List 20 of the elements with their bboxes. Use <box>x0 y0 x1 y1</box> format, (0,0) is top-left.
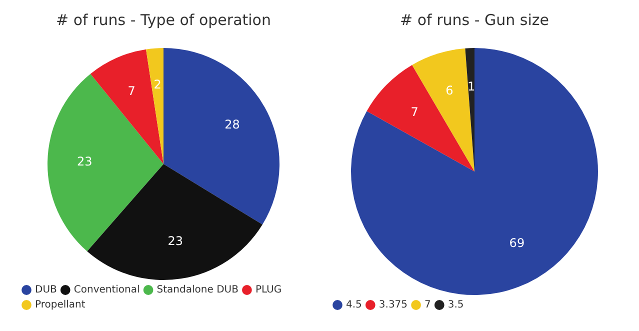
chart-title: # of runs - Type of operation <box>56 10 271 29</box>
legend-label: 3.5 <box>448 300 464 311</box>
data-label: 6 <box>446 83 454 98</box>
data-label: 23 <box>168 234 184 248</box>
chart-title: # of runs - Gun size <box>400 10 549 29</box>
data-label: 23 <box>76 154 92 169</box>
data-label: 7 <box>128 84 136 98</box>
legend-label: Propellant <box>35 300 86 311</box>
legend-label: DUB <box>35 284 58 296</box>
data-label: 69 <box>509 236 525 250</box>
legend-label: Standalone DUB <box>156 284 239 296</box>
legend-label: Conventional <box>74 284 140 296</box>
legend-label: 7 <box>424 300 431 311</box>
data-label: 1 <box>468 80 476 94</box>
data-label: 7 <box>410 104 418 119</box>
data-label: 2 <box>154 77 162 92</box>
legend-label: 4.5 <box>346 300 362 311</box>
data-label: 28 <box>224 118 240 132</box>
legend-label: 3.375 <box>378 300 408 311</box>
legend-label: PLUG <box>255 284 282 296</box>
